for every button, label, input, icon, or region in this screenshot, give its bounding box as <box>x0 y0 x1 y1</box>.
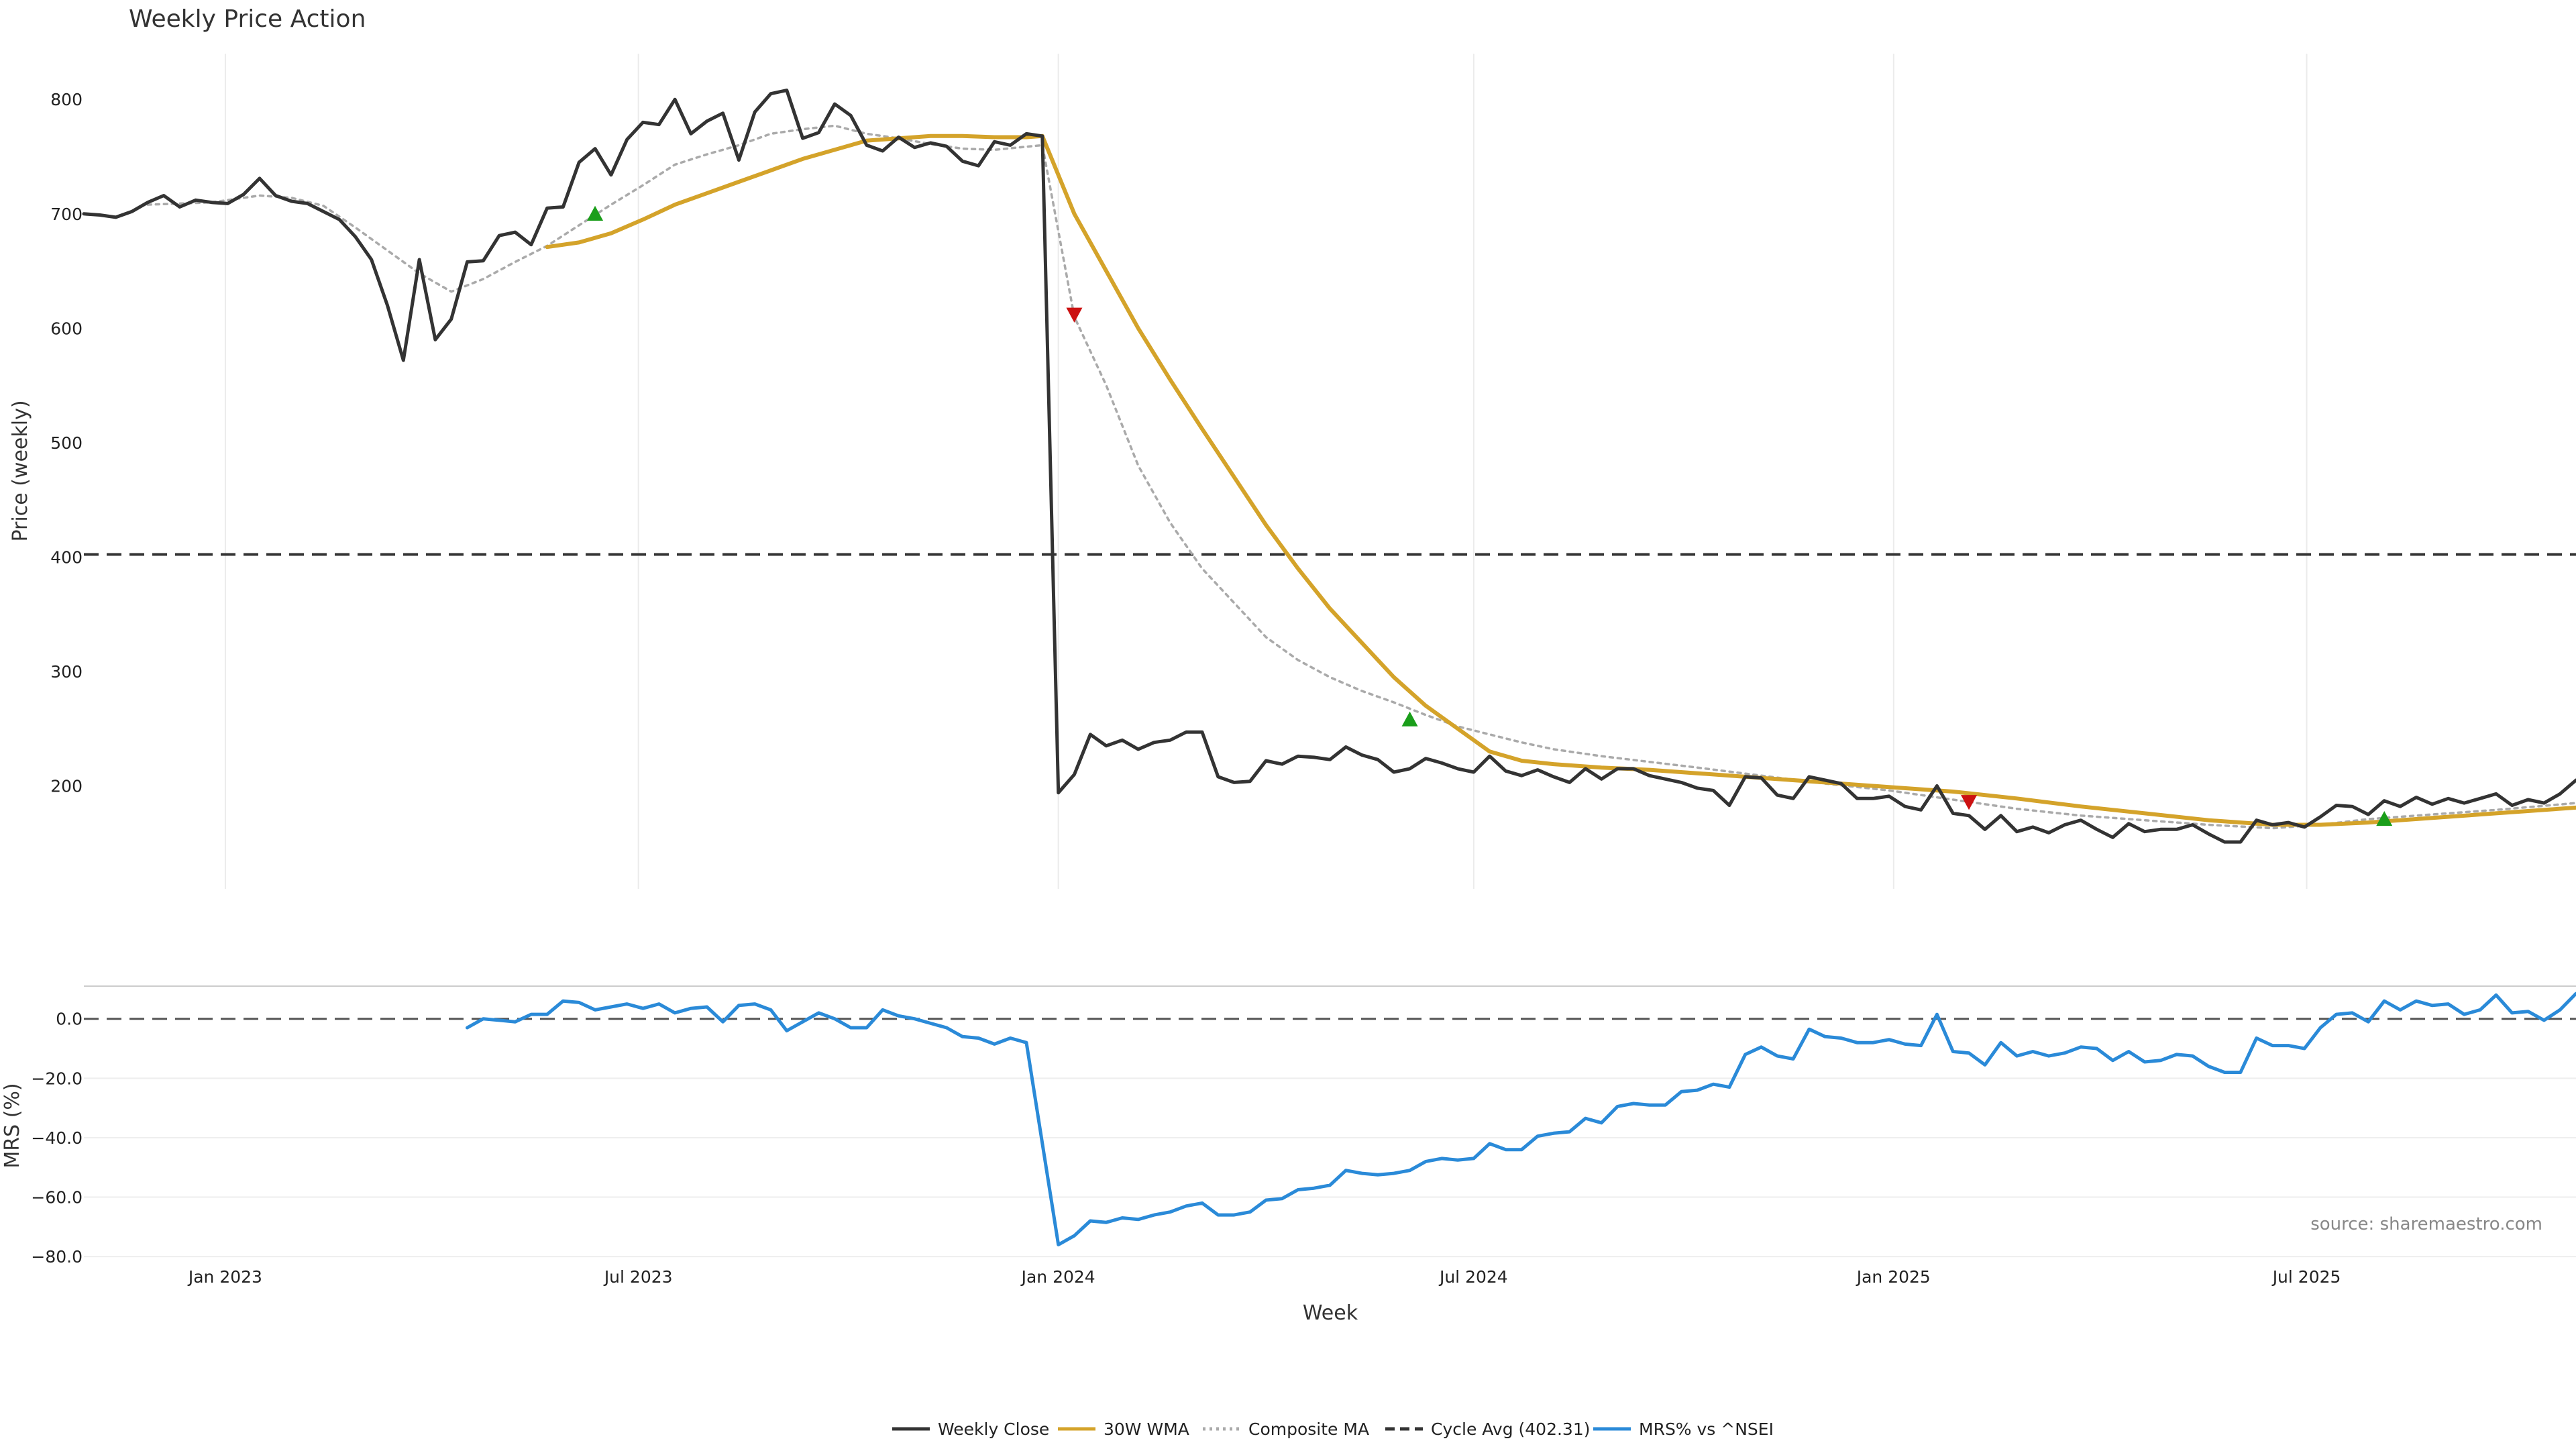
signal-markers <box>587 205 2393 826</box>
mrs-y-tick-label: −40.0 <box>31 1128 83 1148</box>
price-y-tick-label: 300 <box>50 662 83 682</box>
x-tick-label: Jul 2024 <box>1438 1267 1508 1287</box>
buy-signal-marker <box>587 205 604 221</box>
price-y-tick-label: 500 <box>50 433 83 453</box>
x-ticks: Jan 2023 Jul 2023 Jan 2024 Jul 2024 Jan 2025… <box>187 1267 2341 1287</box>
x-tick-label: Jul 2025 <box>2271 1267 2341 1287</box>
x-tick-label: Jan 2023 <box>187 1267 262 1287</box>
price-y-tick-label: 700 <box>50 205 83 224</box>
legend-label: MRS% vs ^NSEI <box>1639 1419 1774 1439</box>
mrs-y-tick-label: −60.0 <box>31 1188 83 1208</box>
x-tick-label: Jan 2025 <box>1856 1267 1931 1287</box>
price-y-tick-label: 800 <box>50 90 83 109</box>
price-y-axis-label: Price (weekly) <box>9 400 32 541</box>
buy-signal-marker <box>2376 810 2393 826</box>
mrs-y-tick-label: −80.0 <box>31 1247 83 1267</box>
composite-ma-line <box>146 124 2576 830</box>
buy-signal-marker <box>1401 711 1418 727</box>
mrs-series <box>466 991 2576 1246</box>
price-y-tick-label: 200 <box>50 777 83 796</box>
mrs-y-tick-label: 0.0 <box>56 1010 83 1029</box>
weekly-close-line <box>82 89 2576 844</box>
x-tick-label: Jan 2024 <box>1020 1267 1095 1287</box>
legend-label: Composite MA <box>1248 1419 1369 1439</box>
price-grid <box>224 54 2308 889</box>
mrs-y-tick-label: −20.0 <box>31 1069 83 1088</box>
price-y-ticks: 200 300 400 500 600 700 800 <box>50 90 83 796</box>
source-note: source: sharemaestro.com <box>2310 1214 2542 1234</box>
legend-label: Weekly Close <box>938 1419 1049 1439</box>
mrs-y-ticks: −80.0 −60.0 −40.0 −20.0 0.0 <box>31 1010 83 1267</box>
price-series <box>82 89 2576 844</box>
legend-label: 30W WMA <box>1104 1419 1189 1439</box>
price-y-tick-label: 400 <box>50 547 83 567</box>
mrs-line <box>466 991 2576 1246</box>
price-y-tick-label: 600 <box>50 319 83 338</box>
sell-signal-marker <box>1961 795 1978 810</box>
legend-label: Cycle Avg (402.31) <box>1431 1419 1591 1439</box>
legend: Weekly Close 30W WMA Composite MA Cycle Avg… <box>892 1419 1774 1439</box>
mrs-grid <box>84 985 2576 1258</box>
sell-signal-marker <box>1066 307 1083 323</box>
chart-title: Weekly Price Action <box>129 5 366 33</box>
mrs-y-axis-label: MRS (%) <box>1 1083 24 1168</box>
wma-30w-line <box>545 133 2576 827</box>
x-axis-label: Week <box>1303 1301 1358 1325</box>
x-tick-label: Jul 2023 <box>603 1267 673 1287</box>
